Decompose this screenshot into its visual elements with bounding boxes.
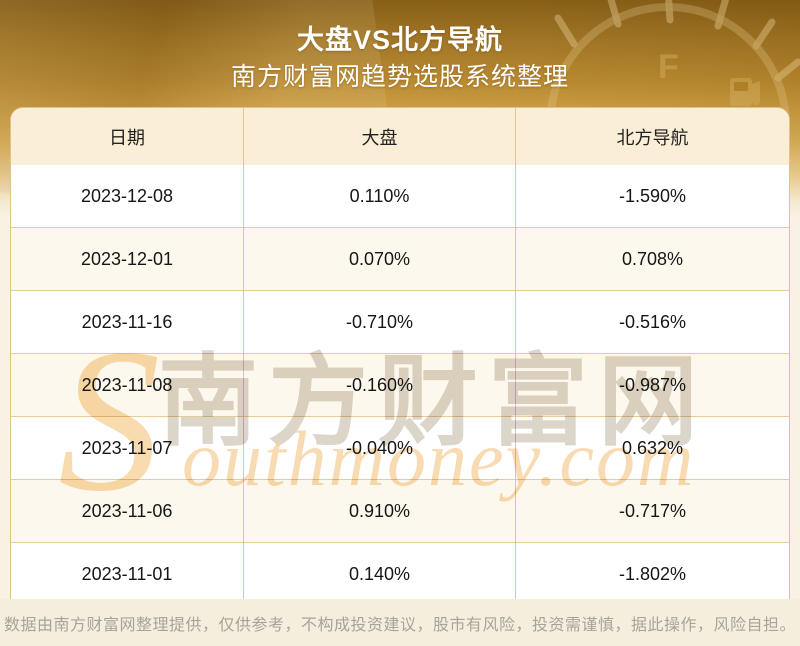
page-subtitle: 南方财富网趋势选股系统整理 bbox=[230, 63, 569, 91]
stock-change-cell: -0.987% bbox=[618, 374, 687, 395]
market-change-cell: 0.110% bbox=[244, 165, 516, 227]
stock-change-cell: -1.590% bbox=[618, 185, 687, 206]
table-row: 2023-11-01 0.140% -1.802% bbox=[11, 542, 789, 605]
table-row: 2023-11-07 -0.040% 0.632% bbox=[11, 416, 789, 479]
date-cell: 2023-11-07 bbox=[11, 417, 244, 479]
table-row: 2023-11-06 0.910% -0.717% bbox=[11, 479, 789, 542]
comparison-table: 日期 大盘 北方导航 2023-12-08 0.110% -1.590% 202… bbox=[10, 107, 790, 606]
table-row: 2023-12-08 0.110% -1.590% bbox=[11, 165, 789, 227]
stock-change-cell: 0.708% bbox=[621, 248, 684, 269]
column-header-date: 日期 bbox=[11, 108, 244, 165]
date-cell: 2023-11-01 bbox=[11, 543, 244, 605]
market-change-cell: 0.070% bbox=[244, 228, 516, 290]
table-row: 2023-12-01 0.070% 0.708% bbox=[11, 227, 789, 290]
column-header-market: 大盘 bbox=[244, 108, 516, 165]
stock-change-cell: -1.802% bbox=[618, 563, 687, 584]
market-change-cell: 0.910% bbox=[244, 480, 516, 542]
fuel-gauge-graphic: F bbox=[546, 0, 800, 126]
table-row: 2023-11-08 -0.160% -0.987% bbox=[11, 353, 789, 416]
stock-change-cell: -0.516% bbox=[618, 311, 687, 332]
market-change-cell: -0.160% bbox=[244, 354, 516, 416]
market-change-cell: 0.140% bbox=[244, 543, 516, 605]
page-title-block: 大盘VS北方导航 南方财富网趋势选股系统整理 bbox=[0, 22, 800, 95]
market-change-cell: -0.040% bbox=[244, 417, 516, 479]
gauge-full-label: F bbox=[658, 48, 679, 86]
date-cell: 2023-11-16 bbox=[11, 291, 244, 353]
market-change-cell: -0.710% bbox=[244, 291, 516, 353]
page-title: 大盘VS北方导航 bbox=[296, 25, 504, 55]
disclaimer-text: 数据由南方财富网整理提供，仅供参考，不构成投资建议，股市有风险，投资需谨慎，据此… bbox=[3, 616, 796, 634]
stock-change-cell: 0.632% bbox=[621, 437, 684, 458]
date-cell: 2023-11-06 bbox=[11, 480, 244, 542]
date-cell: 2023-11-08 bbox=[11, 354, 244, 416]
table-row: 2023-11-16 -0.710% -0.516% bbox=[11, 290, 789, 353]
disclaimer-bar: 数据由南方财富网整理提供，仅供参考，不构成投资建议，股市有风险，投资需谨慎，据此… bbox=[0, 599, 800, 646]
fuel-pump-icon bbox=[730, 78, 760, 106]
date-cell: 2023-12-08 bbox=[11, 165, 244, 227]
table-header-row: 日期 大盘 北方导航 bbox=[11, 108, 789, 165]
column-header-stock: 北方导航 bbox=[616, 127, 689, 148]
date-cell: 2023-12-01 bbox=[11, 228, 244, 290]
stock-change-cell: -0.717% bbox=[618, 500, 687, 521]
